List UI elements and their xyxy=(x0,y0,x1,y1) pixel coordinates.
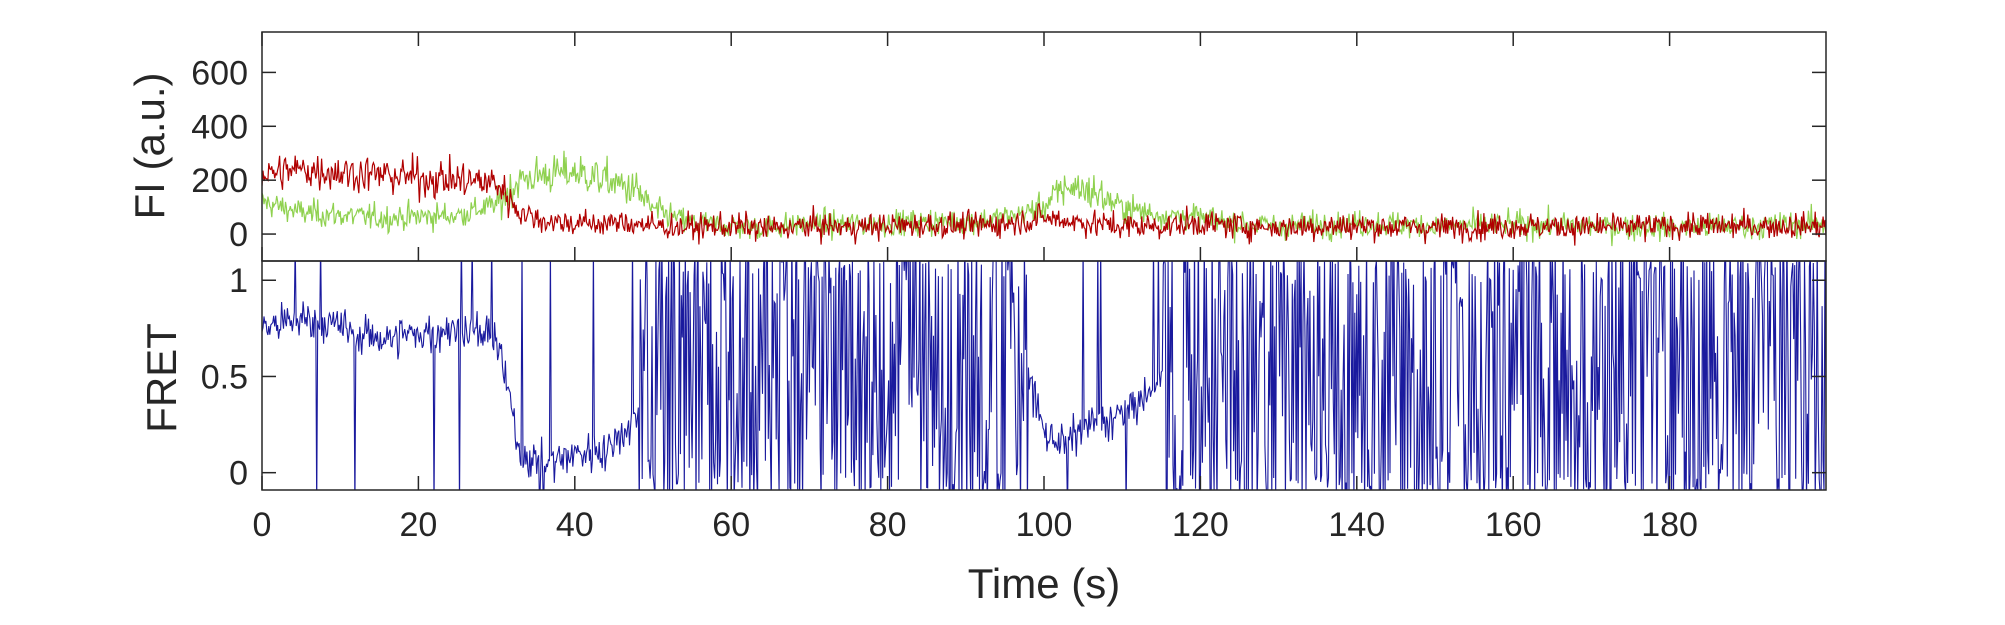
xtick-label: 20 xyxy=(399,506,437,544)
bottom-ytick-label: 0 xyxy=(229,455,248,493)
acceptor-trace-red xyxy=(262,152,1826,246)
bottom-y-ticks: 00.51 xyxy=(201,262,1826,493)
top-ytick-label: 600 xyxy=(191,54,248,92)
x-axis-label: Time (s) xyxy=(968,560,1120,607)
top-ytick-label: 0 xyxy=(229,216,248,254)
top-y-axis-label: FI (a.u.) xyxy=(126,72,173,219)
fret-trace-blue xyxy=(262,261,1826,490)
xtick-label: 0 xyxy=(253,506,272,544)
xtick-label: 40 xyxy=(556,506,594,544)
xtick-label: 140 xyxy=(1328,506,1385,544)
top-y-ticks: 0 200 400 600 xyxy=(191,54,1826,254)
bottom-panel: 00.51 0 20 40 60 80 100 120 140 160 180 FRET Time… xyxy=(138,32,1827,607)
xtick-label: 160 xyxy=(1485,506,1542,544)
top-panel: 0 200 400 600 FI (a.u.) xyxy=(126,31,1827,262)
bottom-ytick-label: 0.5 xyxy=(201,358,248,396)
xtick-label: 60 xyxy=(712,506,750,544)
donor-trace-green xyxy=(262,150,1826,247)
top-ytick-label: 200 xyxy=(191,162,248,200)
xtick-label: 80 xyxy=(869,506,907,544)
bottom-series-group xyxy=(262,261,1826,490)
xtick-label: 120 xyxy=(1172,506,1229,544)
bottom-x-ticks: 0 20 40 60 80 100 120 140 160 180 xyxy=(253,32,1698,544)
bottom-y-axis-label: FRET xyxy=(138,323,185,433)
top-ytick-label: 400 xyxy=(191,108,248,146)
top-series-group xyxy=(262,150,1826,247)
bottom-ytick-label: 1 xyxy=(229,262,248,300)
xtick-label: 180 xyxy=(1641,506,1698,544)
xtick-label: 100 xyxy=(1016,506,1073,544)
